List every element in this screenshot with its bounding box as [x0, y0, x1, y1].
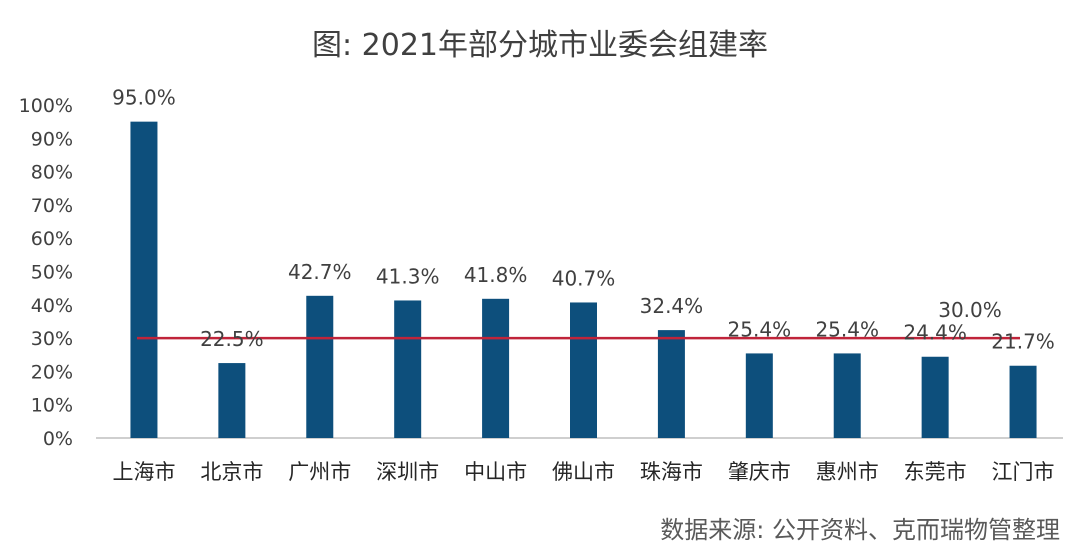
bar — [218, 363, 246, 438]
x-tick-label: 东莞市 — [904, 460, 967, 484]
x-axis: 上海市 北京市 广州市 深圳市 中山市 佛山市 珠海市 肇庆市 惠州市 东莞市 江门市 — [96, 437, 1063, 484]
chart-title: 图: 2021年部分城市业委会组建率 — [312, 28, 768, 63]
x-tick-label: 肇庆市 — [728, 460, 791, 484]
bar — [570, 302, 597, 438]
y-tick-label: 70% — [31, 195, 73, 217]
x-tick-label: 惠州市 — [816, 460, 879, 484]
y-tick-label: 90% — [31, 128, 73, 150]
y-tick-label: 60% — [31, 228, 73, 250]
bar — [921, 356, 949, 438]
bar-data-label: 22.5% — [200, 327, 264, 351]
x-tick-label: 江门市 — [992, 460, 1055, 484]
x-tick-label: 佛山市 — [552, 460, 615, 484]
bar-data-label: 21.7% — [991, 330, 1055, 354]
y-tick-label: 100% — [19, 95, 73, 117]
x-tick-label: 北京市 — [200, 460, 263, 484]
x-tick-label: 广州市 — [288, 460, 351, 484]
y-tick-label: 80% — [31, 162, 73, 184]
x-tick-label: 上海市 — [112, 460, 175, 484]
y-tick-label: 10% — [31, 395, 73, 417]
y-tick-label: 40% — [31, 295, 73, 317]
bar-data-label: 41.3% — [376, 264, 440, 288]
x-tick-label: 珠海市 — [640, 460, 703, 484]
bar-data-label: 25.4% — [728, 317, 792, 341]
x-tick-label: 中山市 — [464, 460, 527, 484]
source-note: 数据来源: 公开资料、克而瑞物管整理 — [660, 516, 1060, 544]
bar — [745, 353, 773, 438]
data-labels: 95.0% 22.5% 42.7% 41.3% 41.8% 40.7% 32.4% 25.4%… — [112, 86, 1055, 354]
bar — [1009, 365, 1037, 438]
bar — [394, 300, 422, 438]
reference-line-group: 30.0% — [137, 298, 1020, 340]
reference-line-label: 30.0% — [938, 298, 1002, 322]
y-tick-label: 50% — [31, 262, 73, 284]
bar — [833, 353, 861, 438]
bar — [657, 330, 685, 438]
bar-data-label: 25.4% — [815, 317, 879, 341]
x-tick-label: 深圳市 — [376, 460, 439, 484]
y-tick-label: 0% — [43, 428, 73, 450]
bar-data-label: 24.4% — [903, 321, 967, 345]
bar — [306, 295, 334, 438]
bar-data-label: 42.7% — [288, 260, 352, 284]
y-tick-label: 30% — [31, 328, 73, 350]
y-axis: 0% 10% 20% 30% 40% 50% 60% 70% 80% 90% 100% — [19, 95, 73, 450]
y-tick-label: 20% — [31, 361, 73, 383]
bar-data-label: 32.4% — [640, 294, 704, 318]
bar-data-label: 95.0% — [112, 86, 176, 110]
bar-data-label: 40.7% — [552, 266, 616, 290]
bar-data-label: 41.8% — [464, 263, 528, 287]
bar — [130, 121, 158, 439]
bars — [130, 121, 1037, 439]
bar — [482, 298, 510, 438]
